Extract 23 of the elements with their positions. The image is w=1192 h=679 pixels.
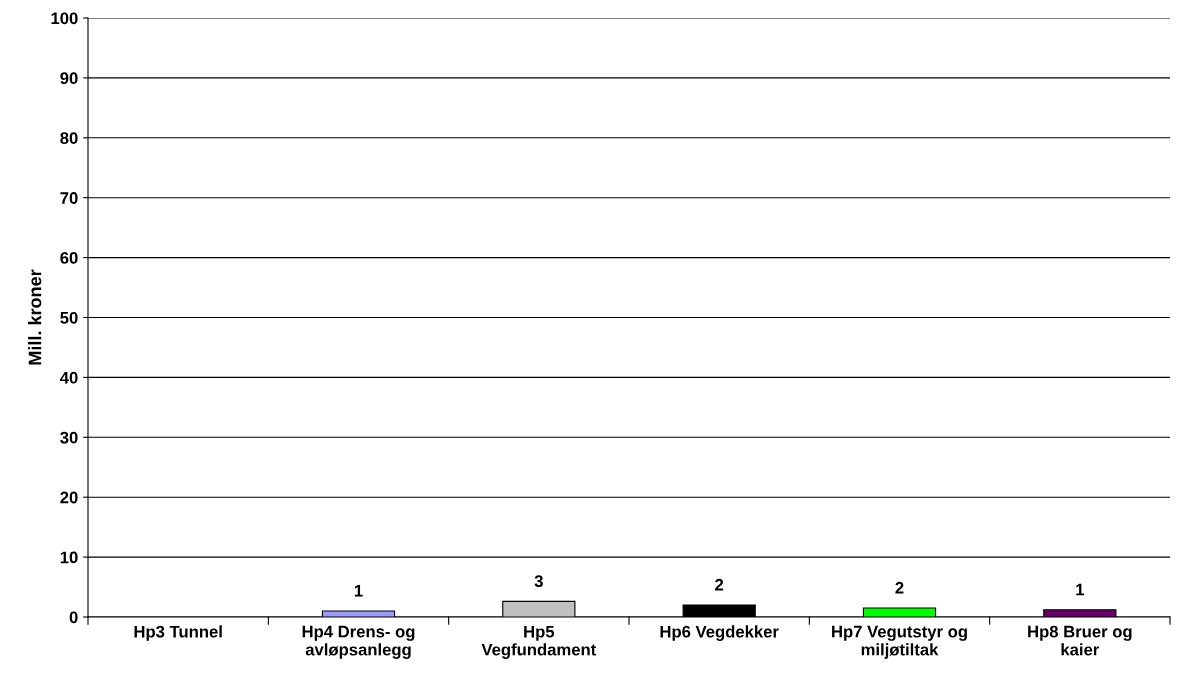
y-tick-label: 80 <box>60 132 78 144</box>
x-tick-label: Hp8 Bruer og kaier <box>1028 625 1132 656</box>
data-label: 1 <box>1076 583 1084 596</box>
data-label: 2 <box>715 578 724 591</box>
x-tick-label: Hp4 Drens- og avløpsanlegg <box>302 625 415 659</box>
y-tick-label: 100 <box>51 12 78 25</box>
y-tick-label: 40 <box>59 371 78 384</box>
y-tick-label: 50 <box>60 311 78 324</box>
x-tick-label: Hp6 Vegdekker <box>660 625 779 641</box>
y-tick-label: 70 <box>60 192 78 204</box>
x-tick-label: Hp5 Vegfundament <box>481 625 597 659</box>
y-tick-label: 30 <box>60 431 78 444</box>
y-axis-title: Mill. kroner <box>28 269 42 365</box>
y-tick-label: 60 <box>60 252 78 264</box>
y-tick-label: 90 <box>60 72 78 85</box>
data-label: 2 <box>895 581 904 594</box>
x-tick-label: Hp7 Vegutstyr og miljøtiltak <box>832 625 967 659</box>
y-tick-label: 10 <box>60 551 78 564</box>
data-label: 3 <box>534 575 543 588</box>
data-label: 1 <box>354 584 363 597</box>
x-tick-label: Hp3 Tunnel <box>134 625 222 641</box>
y-tick-label: 20 <box>60 491 78 504</box>
y-tick-label: 0 <box>69 611 78 624</box>
